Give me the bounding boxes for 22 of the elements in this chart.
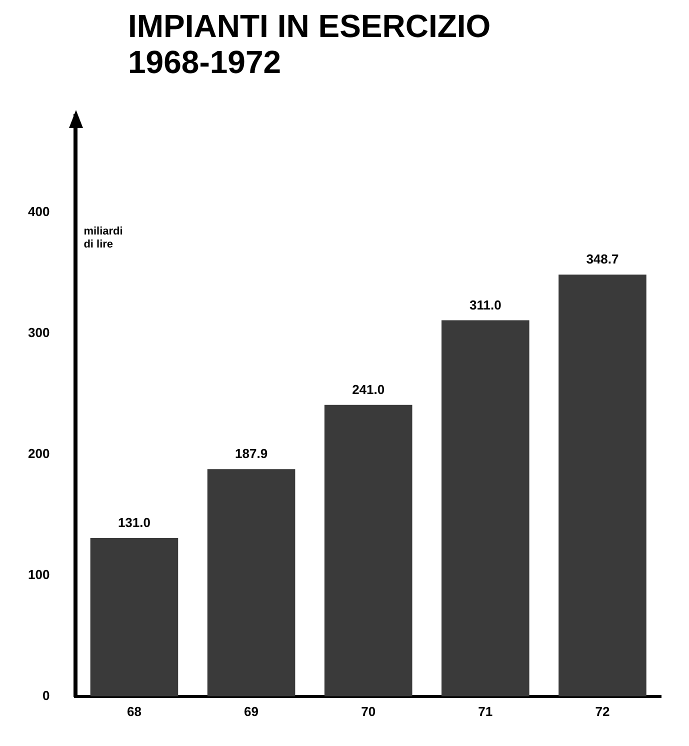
bar — [442, 320, 530, 696]
x-tick-label: 72 — [595, 704, 610, 719]
bar — [207, 469, 296, 696]
bar — [90, 538, 178, 696]
data-label: 241.0 — [352, 382, 385, 397]
bar — [558, 274, 646, 696]
data-label: 348.7 — [586, 252, 619, 267]
y-axis-title: miliardi di lire — [84, 226, 123, 251]
chart-title: IMPIANTI IN ESERCIZIO 1968-1972 — [127, 8, 492, 82]
data-label: 187.9 — [235, 446, 268, 462]
y-tick-label: 100 — [28, 567, 50, 582]
data-label: 131.0 — [118, 515, 150, 530]
x-tick-label: 68 — [126, 704, 142, 719]
y-tick-label: 0 — [42, 688, 50, 703]
y-tick-label: 400 — [28, 204, 50, 220]
x-tick-label: 69 — [244, 704, 259, 719]
bar — [324, 404, 412, 696]
data-label: 311.0 — [469, 297, 502, 312]
x-tick-label: 70 — [361, 704, 376, 719]
x-tick-label: 71 — [478, 704, 493, 719]
y-tick-label: 300 — [28, 325, 50, 340]
y-tick-label: 200 — [28, 446, 50, 462]
